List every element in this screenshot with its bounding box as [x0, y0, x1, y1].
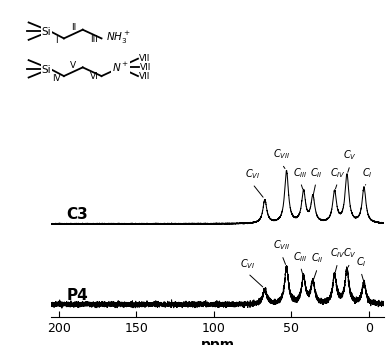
Text: VII: VII [140, 62, 151, 72]
Text: $C_{II}$: $C_{II}$ [311, 252, 324, 265]
Text: $C_{VII}$: $C_{VII}$ [273, 148, 290, 161]
Text: IV: IV [52, 73, 61, 82]
Text: $C_{VII}$: $C_{VII}$ [273, 239, 290, 253]
Text: $C_{I}$: $C_{I}$ [362, 166, 372, 180]
Text: $NH_3^+$: $NH_3^+$ [106, 30, 131, 46]
Text: $C_{III}$: $C_{III}$ [293, 166, 308, 180]
Text: VII: VII [139, 54, 151, 63]
Text: Si: Si [42, 27, 51, 37]
Text: Si: Si [42, 65, 51, 75]
Text: $C_{II}$: $C_{II}$ [310, 166, 322, 180]
Text: $C_{IV}$: $C_{IV}$ [330, 246, 346, 260]
Text: $C_{IV}$: $C_{IV}$ [330, 166, 346, 180]
Text: C3: C3 [67, 207, 88, 222]
Text: $C_{V}$: $C_{V}$ [343, 246, 357, 260]
Text: $C_{V}$: $C_{V}$ [343, 149, 357, 162]
Text: V: V [70, 61, 76, 70]
Text: VII: VII [139, 71, 151, 81]
Text: VI: VI [90, 72, 98, 81]
X-axis label: ppm: ppm [200, 338, 235, 345]
Text: $C_{I}$: $C_{I}$ [356, 255, 366, 269]
Text: II: II [71, 23, 76, 32]
Text: $N^+$: $N^+$ [112, 61, 129, 74]
Text: $C_{VI}$: $C_{VI}$ [245, 167, 260, 181]
Text: $C_{VI}$: $C_{VI}$ [240, 257, 256, 270]
Text: $C_{III}$: $C_{III}$ [293, 250, 308, 264]
Text: III: III [90, 35, 98, 44]
Text: P4: P4 [67, 288, 88, 303]
Text: I: I [55, 36, 58, 45]
